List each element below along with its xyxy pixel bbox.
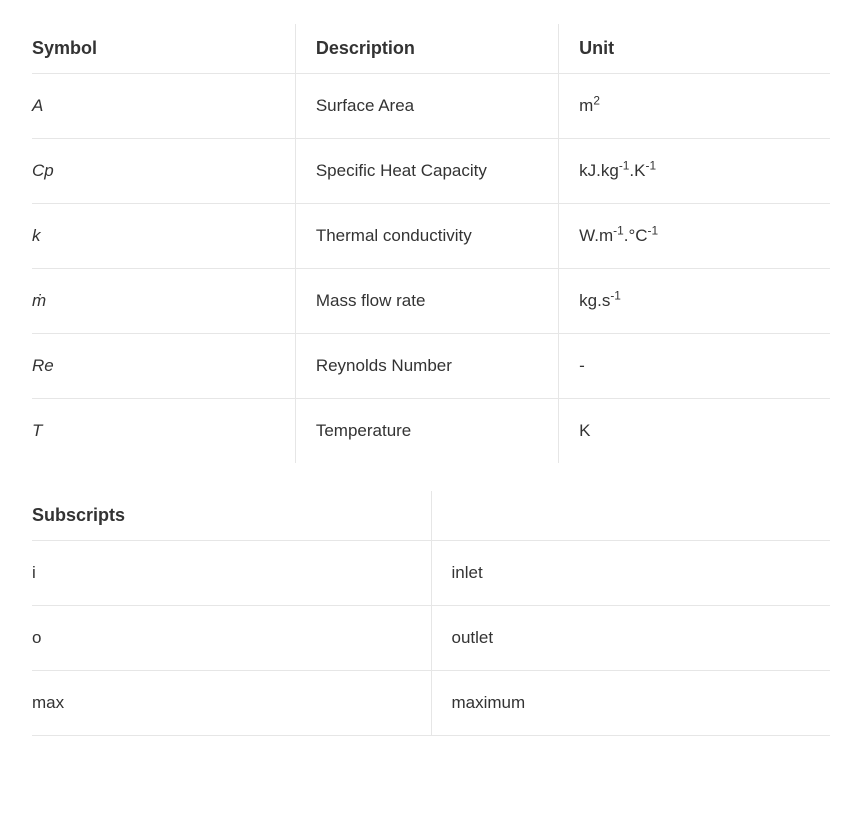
nomenclature-symbol: ṁ [32, 269, 295, 334]
nomenclature-description: Thermal conductivity [295, 204, 558, 269]
table-row: iinlet [32, 541, 830, 606]
nomenclature-unit: W.m-1.°C-1 [559, 204, 830, 269]
table-row: ReReynolds Number- [32, 334, 830, 399]
nomenclature-description: Mass flow rate [295, 269, 558, 334]
nomenclature-table: Symbol Description Unit ASurface Aream2C… [32, 24, 830, 463]
subscript-symbol: i [32, 541, 431, 606]
nomenclature-description: Specific Heat Capacity [295, 139, 558, 204]
subscript-symbol: o [32, 606, 431, 671]
nomenclature-symbol: Cp [32, 139, 295, 204]
subscript-meaning: maximum [431, 671, 830, 736]
nomenclature-symbol: A [32, 74, 295, 139]
nomenclature-description: Reynolds Number [295, 334, 558, 399]
nomenclature-unit: K [559, 399, 830, 464]
nomenclature-unit: - [559, 334, 830, 399]
table-row: ṁMass flow ratekg.s-1 [32, 269, 830, 334]
table-row: maxmaximum [32, 671, 830, 736]
nomenclature-unit: m2 [559, 74, 830, 139]
table-row: kThermal conductivityW.m-1.°C-1 [32, 204, 830, 269]
table-row: ASurface Aream2 [32, 74, 830, 139]
nomenclature-symbol: k [32, 204, 295, 269]
nomenclature-description: Surface Area [295, 74, 558, 139]
table-row: TTemperatureK [32, 399, 830, 464]
nomenclature-header-unit: Unit [559, 24, 830, 74]
table-row: ooutlet [32, 606, 830, 671]
nomenclature-symbol: T [32, 399, 295, 464]
subscript-meaning: inlet [431, 541, 830, 606]
nomenclature-header-symbol: Symbol [32, 24, 295, 74]
subscript-symbol: max [32, 671, 431, 736]
subscript-meaning: outlet [431, 606, 830, 671]
nomenclature-unit: kg.s-1 [559, 269, 830, 334]
table-row: CpSpecific Heat CapacitykJ.kg-1.K-1 [32, 139, 830, 204]
nomenclature-header-description: Description [295, 24, 558, 74]
subscripts-body: iinletooutletmaxmaximum [32, 541, 830, 736]
nomenclature-unit: kJ.kg-1.K-1 [559, 139, 830, 204]
nomenclature-symbol: Re [32, 334, 295, 399]
subscripts-header-blank [431, 491, 830, 541]
nomenclature-description: Temperature [295, 399, 558, 464]
nomenclature-body: ASurface Aream2CpSpecific Heat Capacityk… [32, 74, 830, 464]
subscripts-header-title: Subscripts [32, 491, 431, 541]
subscripts-table: Subscripts iinletooutletmaxmaximum [32, 491, 830, 736]
